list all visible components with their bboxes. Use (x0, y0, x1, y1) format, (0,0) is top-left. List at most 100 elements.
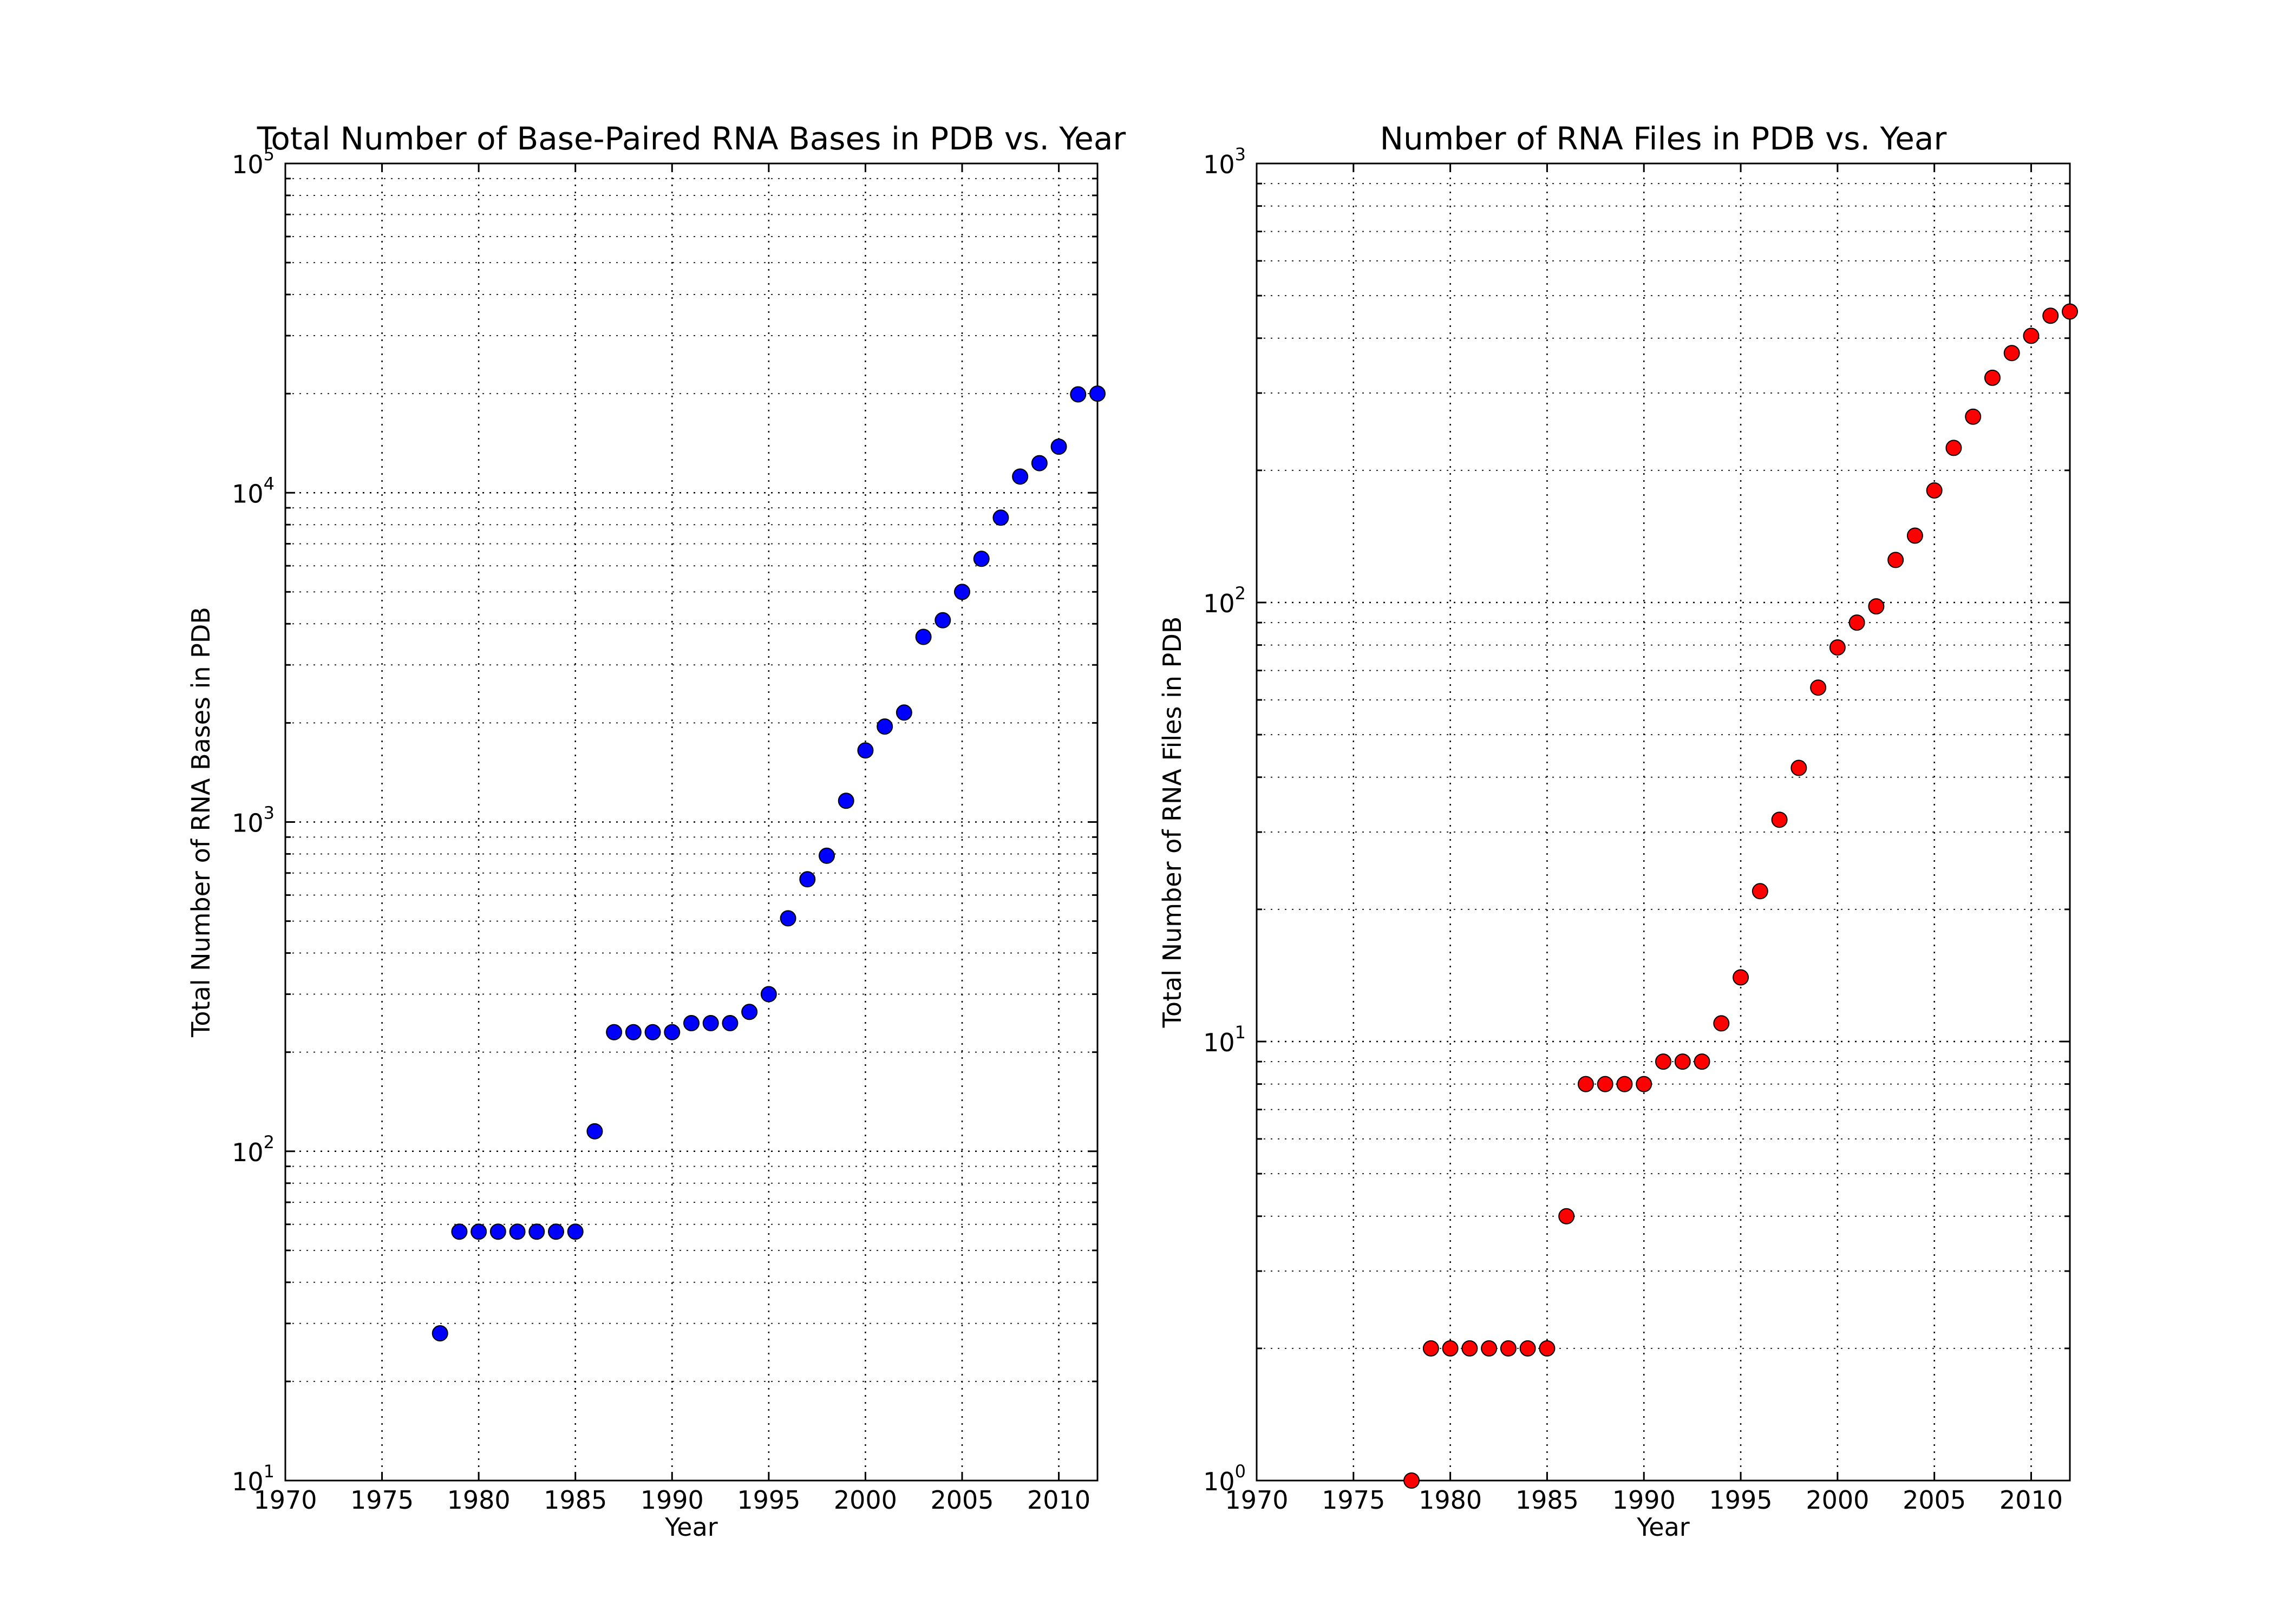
x-tick-label-bases: 1990 (641, 1485, 704, 1515)
y-tick-label-bases: 101 (232, 1461, 275, 1496)
data-point-files (2003, 345, 2020, 362)
grid-files (1257, 163, 2070, 1481)
data-point-files (1752, 883, 1768, 900)
data-point-files (1403, 1472, 1420, 1489)
data-point-files (1694, 1053, 1710, 1070)
data-point-bases (877, 718, 893, 735)
y-tick-label-bases: 105 (232, 144, 275, 179)
x-tick-label-files: 1975 (1322, 1485, 1385, 1515)
y-tick-label-bases: 104 (232, 473, 275, 508)
data-point-bases (702, 1015, 719, 1032)
data-point-files (1810, 679, 1827, 696)
data-point-files (1519, 1340, 1536, 1357)
data-point-files (1791, 759, 1807, 776)
data-point-bases (799, 871, 816, 888)
x-tick-label-files: 2000 (1806, 1485, 1869, 1515)
data-point-bases (528, 1223, 545, 1240)
y-tick-base: 10 (1203, 1028, 1235, 1057)
data-point-bases (1070, 386, 1087, 403)
data-point-bases (935, 612, 951, 628)
data-point-files (1539, 1340, 1556, 1357)
data-point-files (2042, 307, 2059, 324)
y-tick-base: 10 (232, 809, 264, 838)
data-point-bases (606, 1024, 623, 1040)
data-point-files (1713, 1015, 1730, 1032)
x-tick-label-bases: 2005 (930, 1485, 994, 1515)
data-point-files (1481, 1340, 1498, 1357)
data-point-files (1422, 1340, 1439, 1357)
data-point-bases (567, 1223, 584, 1240)
y-tick-exponent: 2 (1235, 583, 1246, 604)
data-point-files (1442, 1340, 1459, 1357)
data-point-files (1848, 614, 1865, 631)
data-point-bases (819, 847, 835, 864)
grid-bases (285, 163, 1097, 1481)
data-point-bases (1031, 455, 1048, 472)
data-point-bases (509, 1223, 526, 1240)
y-tick-exponent: 0 (1235, 1461, 1246, 1482)
y-tick-exponent: 1 (1235, 1022, 1246, 1043)
y-axis-label-files: Total Number of RNA Files in PDB (1158, 617, 1187, 1029)
y-tick-label-bases: 103 (232, 803, 275, 838)
data-point-bases (1012, 468, 1029, 485)
x-tick-label-files: 1985 (1515, 1485, 1579, 1515)
y-tick-exponent: 3 (1235, 144, 1246, 165)
y-tick-exponent: 4 (264, 473, 275, 494)
data-point-files (2062, 303, 2078, 320)
x-axis-label-files: Year (1636, 1512, 1689, 1542)
y-tick-base: 10 (1203, 150, 1235, 179)
data-point-bases (432, 1325, 448, 1342)
chart-title-bases: Total Number of Base-Paired RNA Bases in… (257, 120, 1126, 157)
points-files (1403, 303, 2078, 1489)
data-point-bases (741, 1004, 758, 1020)
y-tick-base: 10 (232, 1467, 264, 1496)
data-point-bases (780, 910, 796, 927)
chart-panel-files: 1970 1975 1980 1985 1990 1995 2000 2005 20101001… (1158, 120, 2078, 1542)
data-point-bases (644, 1024, 661, 1040)
data-point-bases (489, 1223, 506, 1240)
data-point-files (1906, 527, 1923, 544)
data-point-files (1945, 440, 1962, 456)
y-tick-exponent: 2 (264, 1132, 275, 1152)
x-tick-label-files: 2005 (1903, 1485, 1966, 1515)
y-tick-exponent: 5 (264, 144, 275, 165)
data-point-bases (586, 1123, 603, 1140)
data-point-bases (1050, 438, 1067, 455)
y-tick-base: 10 (232, 150, 264, 179)
data-point-bases (722, 1015, 739, 1032)
chart-panel-bases: 1970 1975 1980 1985 1990 1995 2000 2005 20101011… (186, 120, 1126, 1542)
x-tick-label-bases: 1985 (544, 1485, 607, 1515)
data-point-files (1733, 969, 1749, 986)
data-point-files (2023, 328, 2040, 344)
x-tick-label-bases: 1975 (350, 1485, 414, 1515)
data-point-files (1984, 369, 2001, 386)
x-tick-label-bases: 1970 (253, 1485, 317, 1515)
data-point-files (1461, 1340, 1478, 1357)
data-point-bases (992, 509, 1009, 526)
y-tick-base: 10 (232, 479, 264, 508)
data-point-files (1674, 1053, 1691, 1070)
plot-frame-files (1256, 162, 2071, 1482)
y-axis-label-bases: Total Number of RNA Bases in PDB (186, 607, 215, 1038)
data-point-bases (896, 704, 912, 721)
data-point-files (1868, 598, 1885, 615)
y-tick-exponent: 1 (264, 1461, 275, 1482)
x-tick-label-files: 1970 (1225, 1485, 1288, 1515)
data-point-bases (760, 986, 777, 1003)
data-point-files (1829, 639, 1846, 656)
data-point-bases (1089, 385, 1106, 402)
data-point-files (1771, 811, 1788, 828)
y-tick-label-files: 102 (1203, 583, 1246, 618)
y-tick-label-bases: 102 (232, 1132, 275, 1167)
data-point-bases (664, 1024, 681, 1040)
y-tick-base: 10 (232, 1138, 264, 1167)
data-point-bases (471, 1223, 487, 1240)
points-bases (432, 385, 1106, 1342)
data-point-files (1500, 1340, 1517, 1357)
chart-title-files: Number of RNA Files in PDB vs. Year (1380, 120, 1947, 157)
ticks-files: 1970 1975 1980 1985 1990 1995 2000 2005 20101001… (1203, 144, 2070, 1515)
data-point-bases (683, 1015, 700, 1032)
x-tick-label-bases: 1995 (737, 1485, 800, 1515)
data-point-bases (915, 628, 932, 645)
